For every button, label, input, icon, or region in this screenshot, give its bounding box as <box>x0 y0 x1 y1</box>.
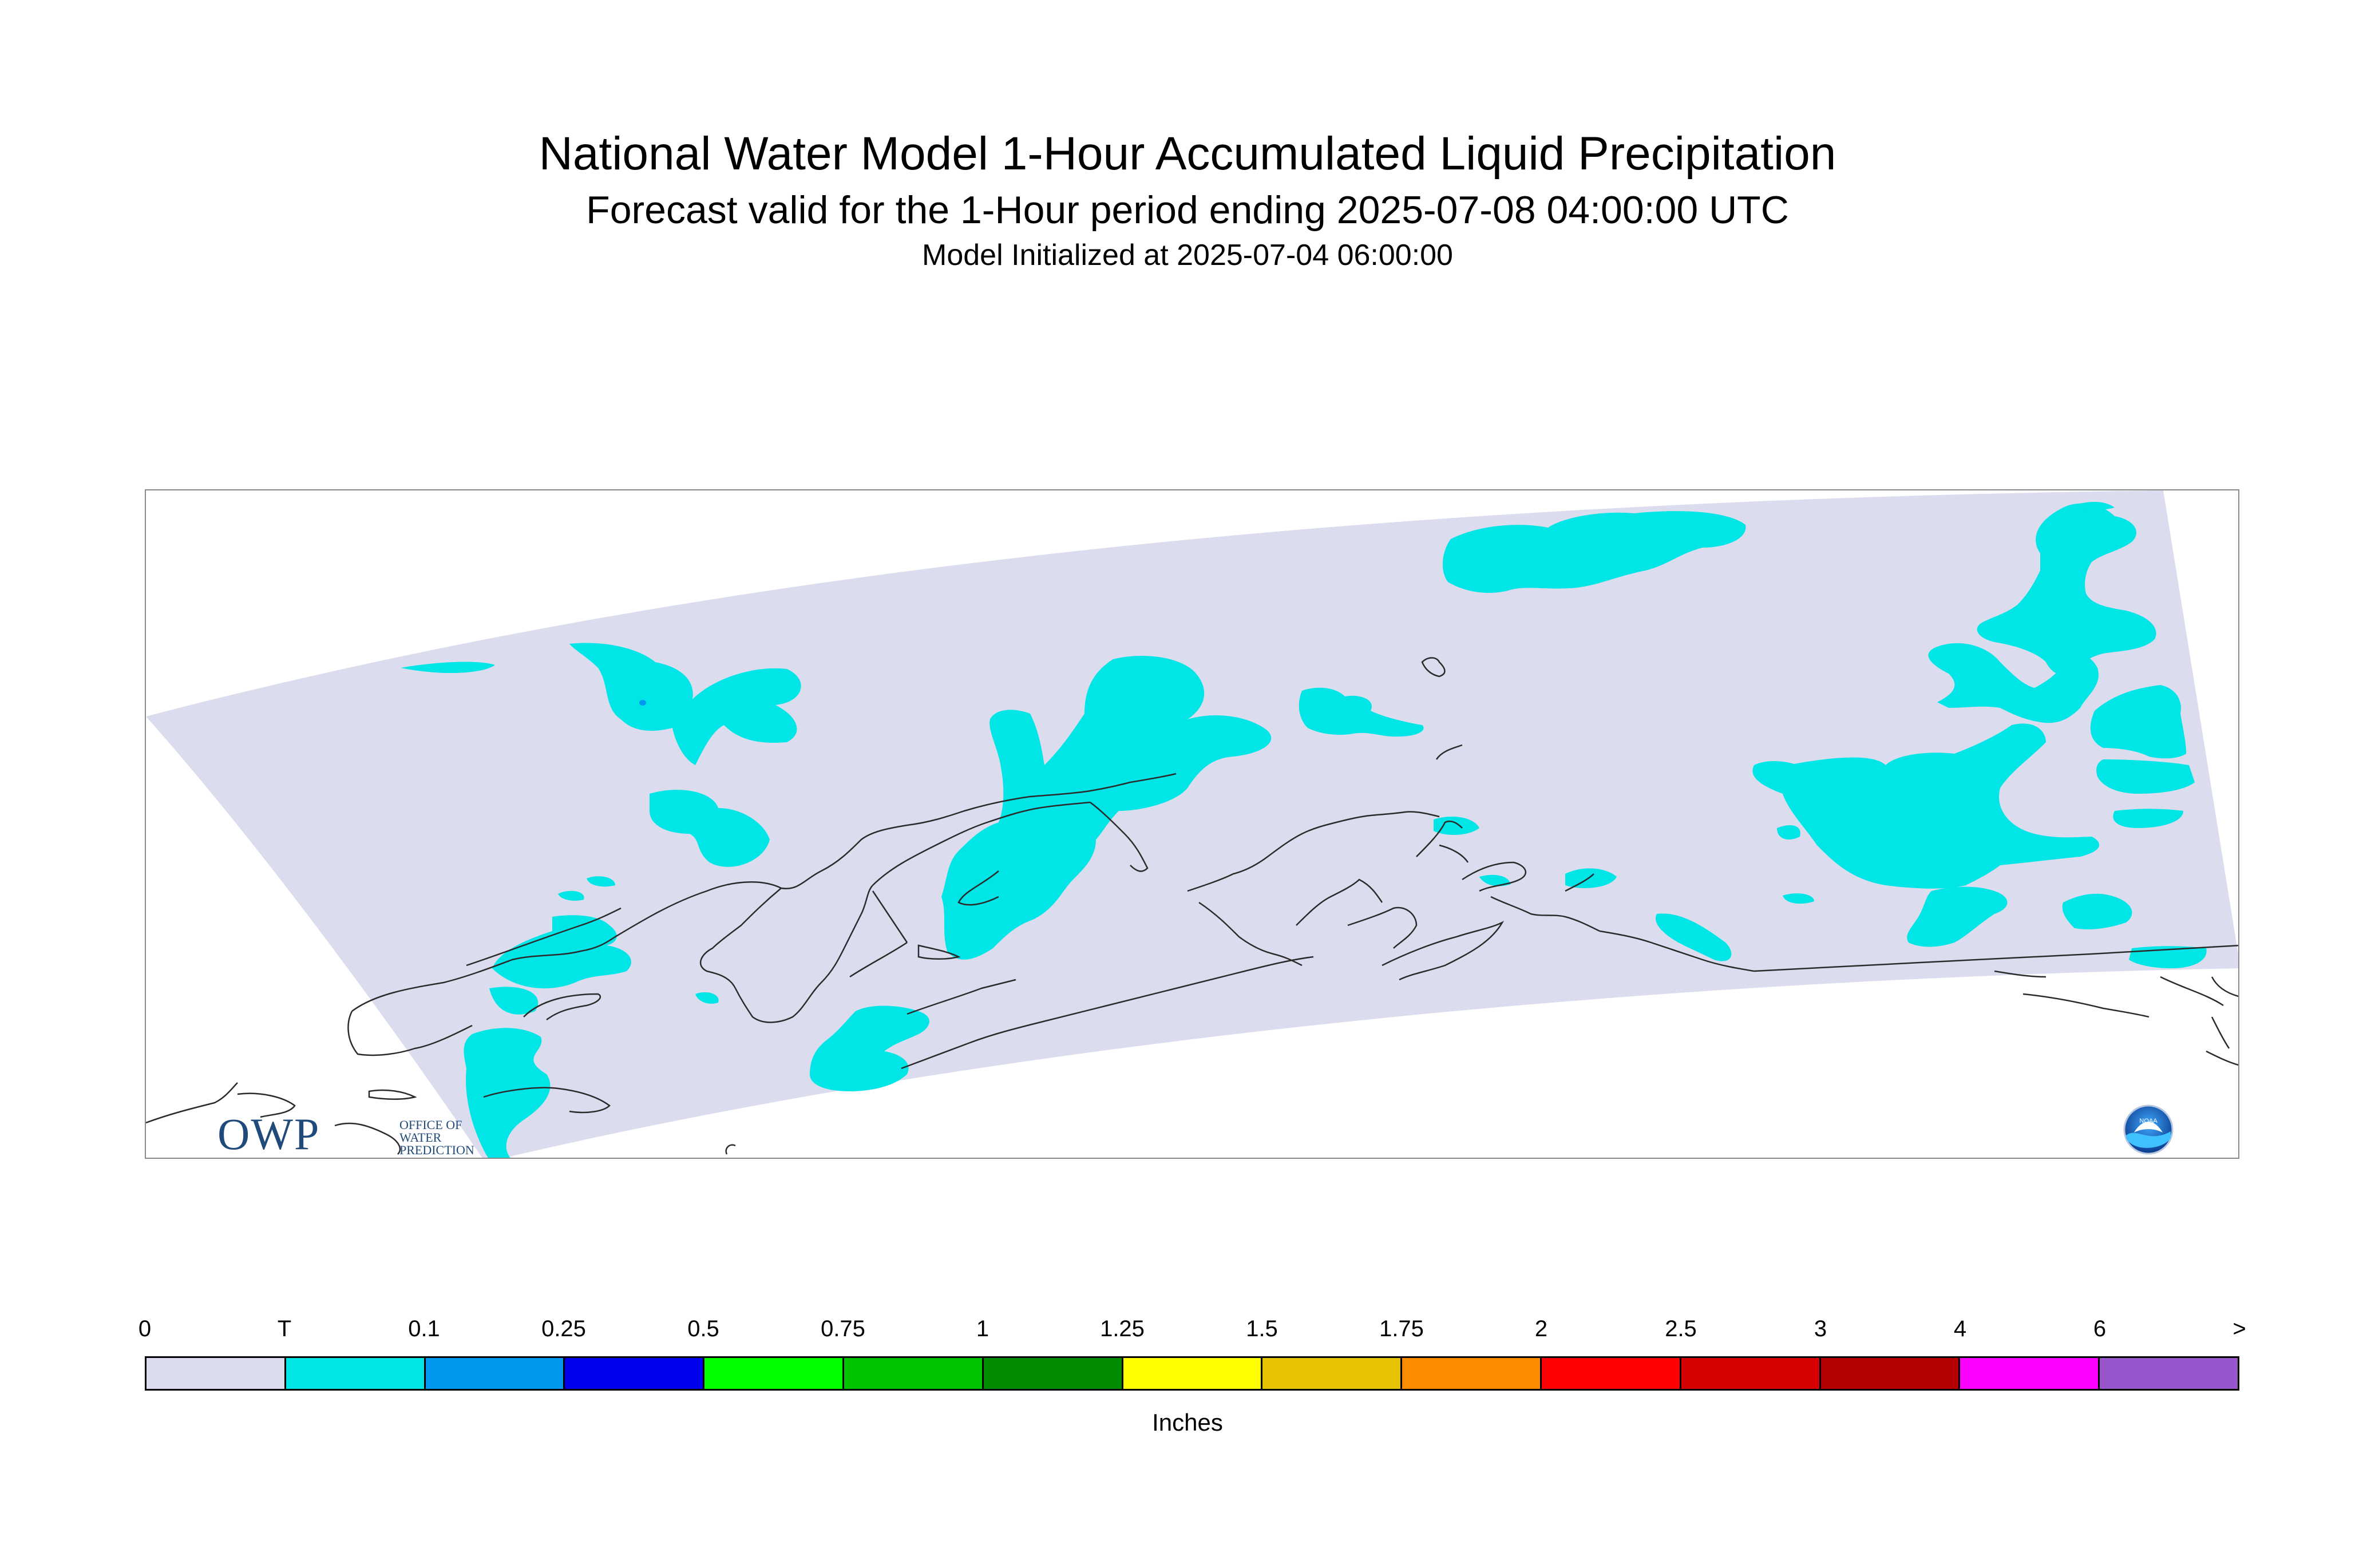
model-init-time: Model Initialized at 2025-07-04 06:00:00 <box>922 239 1453 272</box>
owp-logo-line-3: PREDICTION <box>399 1143 474 1157</box>
legend-tick-label: 0.75 <box>821 1316 865 1341</box>
legend-tick-label: T <box>277 1316 292 1341</box>
noaa-logo-text: NOAA <box>2139 1118 2158 1124</box>
legend-tick-label: 1.5 <box>1246 1316 1278 1341</box>
legend-tick-label: 1 <box>976 1316 989 1341</box>
legend-tick-label: 3 <box>1814 1316 1827 1341</box>
legend-swatch <box>1262 1358 1403 1389</box>
owp-logo-letters: OWP <box>217 1109 320 1159</box>
legend-tick-label: 0.25 <box>541 1316 586 1341</box>
legend-swatch <box>844 1358 984 1389</box>
owp-logo-line-1: OFFICE OF <box>399 1118 462 1132</box>
blue-precip-dots <box>639 700 646 706</box>
model-domain <box>146 490 2238 1158</box>
precipitation-map[interactable]: OWP OFFICE OF WATER PREDICTION NOAA <box>145 489 2239 1159</box>
legend-tick-label: 4 <box>1953 1316 1967 1341</box>
legend-swatch <box>147 1358 286 1389</box>
legend-swatch <box>704 1358 844 1389</box>
legend-tick-label: 0.5 <box>687 1316 719 1341</box>
legend-tick-label: 2.5 <box>1665 1316 1697 1341</box>
legend-tick-label: 0 <box>138 1316 152 1341</box>
legend-swatch <box>1681 1358 1821 1389</box>
legend-tick-label: 1.25 <box>1100 1316 1145 1341</box>
map-canvas <box>146 490 2238 1158</box>
map-subtitle: Forecast valid for the 1-Hour period end… <box>586 188 1789 232</box>
legend-swatch <box>2100 1358 2238 1389</box>
legend-swatch <box>565 1358 705 1389</box>
map-title: National Water Model 1-Hour Accumulated … <box>539 128 1836 180</box>
noaa-emblem-icon: NOAA <box>2123 1104 2174 1155</box>
legend-tick-label: 1.75 <box>1379 1316 1424 1341</box>
legend-units-label: Inches <box>1152 1409 1223 1436</box>
legend-tick-label: 2 <box>1534 1316 1548 1341</box>
trace-precip-areas <box>401 502 2207 1158</box>
legend-swatch <box>425 1358 565 1389</box>
legend-tick-label: > <box>2232 1316 2246 1341</box>
legend-swatch <box>1960 1358 2100 1389</box>
legend-swatch <box>286 1358 426 1389</box>
legend-swatch <box>1820 1358 1961 1389</box>
coastlines <box>146 657 2238 1155</box>
owp-logo-subtext: OFFICE OF WATER PREDICTION <box>399 1119 474 1157</box>
owp-logo-line-2: WATER <box>399 1130 442 1145</box>
legend-swatch <box>1541 1358 1681 1389</box>
legend-color-bar <box>145 1356 2239 1391</box>
legend-tick-label: 0.1 <box>408 1316 440 1341</box>
legend-swatch <box>983 1358 1123 1389</box>
legend-tick-label: 6 <box>2093 1316 2107 1341</box>
legend-swatch <box>1123 1358 1263 1389</box>
legend-swatch <box>1402 1358 1542 1389</box>
